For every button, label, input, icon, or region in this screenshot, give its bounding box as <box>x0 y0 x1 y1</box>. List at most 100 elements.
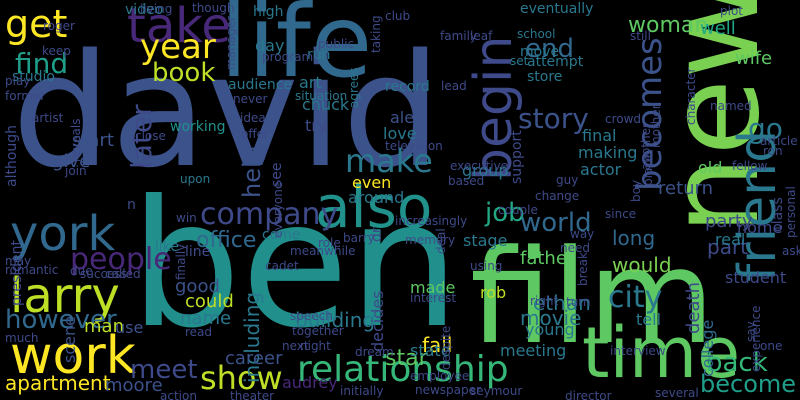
word-working: working <box>170 119 226 135</box>
word-eventually: eventually <box>520 1 594 17</box>
word-art: art <box>299 73 322 92</box>
word-studio: studio <box>12 69 55 85</box>
word-final: final <box>582 126 617 145</box>
word-film: film <box>470 221 715 373</box>
word-artist: artist <box>32 111 64 125</box>
word-public: public <box>318 37 355 51</box>
word-television: television <box>385 139 443 153</box>
word-well: well <box>700 18 736 39</box>
word-memory: memory <box>405 233 456 247</box>
word-old: old <box>698 158 723 177</box>
word-interest: interest <box>410 291 457 305</box>
word-city: city <box>608 280 663 315</box>
word-story: story <box>518 102 589 135</box>
word-speech: speech <box>290 309 333 323</box>
word-book: book <box>152 58 216 88</box>
word-meanwhile: meanwhile <box>290 244 356 258</box>
word-idea: idea <box>240 111 266 125</box>
word-come: come <box>262 227 301 243</box>
word-right: right <box>530 294 559 308</box>
word-apartment: apartment <box>5 371 111 395</box>
word-go: go <box>748 112 783 145</box>
word-read: read <box>185 325 213 339</box>
word-meet: meet <box>130 355 198 385</box>
word-turn: turn <box>566 295 591 309</box>
word-experience: experience <box>749 305 763 372</box>
word-support: support <box>509 130 525 184</box>
word-break: break <box>576 252 590 286</box>
word-also: also <box>315 173 433 241</box>
word-close: close <box>135 129 166 143</box>
word-set: set <box>510 54 529 68</box>
word-record: record <box>385 79 430 95</box>
word-cadet: cadet <box>265 259 299 273</box>
word-young: young <box>525 320 575 339</box>
word-man: man <box>84 316 124 337</box>
word-need: need <box>560 241 590 255</box>
word-character: character <box>684 67 698 125</box>
word-due: due <box>70 264 93 278</box>
word-plot: plot <box>720 4 743 18</box>
word-show: show <box>200 359 283 397</box>
word-end: end <box>525 34 574 64</box>
word-keep: keep <box>42 44 71 58</box>
word-david: david <box>12 20 442 202</box>
word-executive: executive <box>450 159 509 173</box>
word-based: based <box>448 174 485 188</box>
word-office: office <box>196 228 257 253</box>
word-increasingly: increasingly <box>395 214 468 228</box>
word-wife: wife <box>735 48 773 69</box>
word-finally: finally <box>174 244 188 281</box>
word-college: college <box>698 319 717 378</box>
word-year: year <box>140 27 216 67</box>
word-world: world <box>520 208 592 238</box>
word-student: student <box>725 268 787 287</box>
word-newspaper: newspaper <box>415 383 481 397</box>
word-former: former <box>5 89 46 103</box>
word-crowd: crowd <box>605 112 642 126</box>
word-career: career <box>225 348 283 369</box>
word-back: back <box>706 348 768 378</box>
word-building: building <box>295 308 376 332</box>
word-video: video <box>125 2 164 18</box>
word-romantic: romantic <box>5 263 59 277</box>
word-use: use <box>115 318 144 337</box>
word-since: since <box>605 207 637 221</box>
word-join: join <box>65 164 87 178</box>
word-though: though <box>192 1 235 15</box>
word-group: group <box>462 161 509 180</box>
word-interview: interview <box>610 344 666 358</box>
word-start: start <box>72 130 114 151</box>
word-rob: rob <box>480 283 507 302</box>
word-scene: scene <box>60 316 79 363</box>
word-manager: manager <box>224 16 238 71</box>
word-n: n <box>127 197 136 213</box>
word-fellow: fellow <box>732 159 768 173</box>
word-one: one <box>760 339 783 353</box>
word-upon: upon <box>180 172 211 186</box>
word-despite: despite <box>439 326 453 371</box>
word-tell: tell <box>636 310 662 329</box>
word-stage: stage <box>463 231 508 250</box>
word-star: star <box>385 346 428 371</box>
word-offer: offer <box>241 127 269 141</box>
word-together: together <box>292 324 344 338</box>
word-next: next <box>282 339 309 353</box>
word-take: take <box>127 0 231 54</box>
word-would: would <box>612 253 672 277</box>
word-school: school <box>517 27 556 41</box>
word-play: play <box>5 74 31 88</box>
word-find: find <box>15 47 69 80</box>
word-ethan: ethan <box>533 291 591 315</box>
word-ron: ron <box>763 144 783 158</box>
word-life: life <box>220 0 373 100</box>
word-state: state <box>410 341 451 360</box>
word-actor: actor <box>580 160 622 179</box>
word-reveals: reveals <box>69 118 83 163</box>
word-employee: employee <box>410 369 470 383</box>
word-part: part <box>707 235 749 259</box>
word-living: living <box>140 2 173 16</box>
word-return: return <box>658 178 714 199</box>
word-everyone: everyone <box>271 181 285 238</box>
